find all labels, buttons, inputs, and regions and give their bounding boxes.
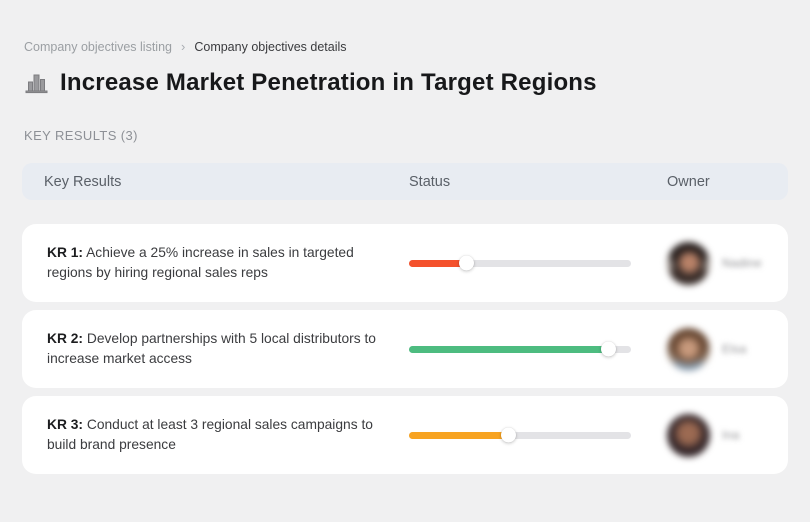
- kr3-description: KR 3: Conduct at least 3 regional sales …: [22, 415, 387, 455]
- kr2-progress-handle[interactable]: [601, 341, 617, 357]
- key-results-section-label: KEY RESULTS (3): [24, 128, 138, 143]
- kr3-progress-fill: [409, 431, 509, 439]
- kr1-label: KR 1:: [47, 245, 84, 260]
- table-header: Key Results Status Owner: [22, 163, 788, 200]
- kr2-status-cell: [409, 341, 667, 357]
- kr3-status-cell: [409, 427, 667, 443]
- kr1-text: Achieve a 25% increase in sales in targe…: [47, 245, 354, 280]
- column-header-owner: Owner: [667, 173, 710, 190]
- kr1-progress-fill: [409, 259, 467, 267]
- page-title: Increase Market Penetration in Target Re…: [60, 69, 597, 96]
- column-header-key-results: Key Results: [44, 173, 122, 190]
- kr2-label: KR 2:: [47, 331, 84, 346]
- kr3-progress-slider[interactable]: [409, 427, 631, 443]
- kr1-progress-slider[interactable]: [409, 255, 631, 271]
- table-row-kr3[interactable]: KR 3: Conduct at least 3 regional sales …: [22, 396, 788, 474]
- kr1-owner-cell: Nadine: [667, 241, 788, 285]
- kr2-text: Develop partnerships with 5 local distri…: [47, 331, 376, 366]
- breadcrumb-item-listing[interactable]: Company objectives listing: [24, 40, 172, 54]
- kr3-label: KR 3:: [47, 417, 84, 432]
- avatar: [667, 327, 710, 371]
- breadcrumb-item-details: Company objectives details: [194, 40, 347, 54]
- kr3-owner-cell: Ina: [667, 413, 788, 457]
- table-row-kr1[interactable]: KR 1: Achieve a 25% increase in sales in…: [22, 224, 788, 302]
- kr1-status-cell: [409, 255, 667, 271]
- kr2-progress-fill: [409, 345, 609, 353]
- kr3-owner-name: Ina: [722, 428, 740, 442]
- kr1-progress-handle[interactable]: [459, 255, 475, 271]
- avatar: [667, 413, 710, 457]
- table-row-kr2[interactable]: KR 2: Develop partnerships with 5 local …: [22, 310, 788, 388]
- key-results-list: KR 1: Achieve a 25% increase in sales in…: [22, 224, 788, 474]
- kr2-progress-slider[interactable]: [409, 341, 631, 357]
- chevron-right-icon: ›: [181, 38, 186, 54]
- breadcrumb: Company objectives listing › Company obj…: [22, 38, 788, 55]
- objective-title-row: Increase Market Penetration in Target Re…: [22, 69, 788, 97]
- avatar: [667, 241, 710, 285]
- column-header-status: Status: [409, 173, 451, 190]
- kr3-progress-handle[interactable]: [501, 427, 517, 443]
- kr1-description: KR 1: Achieve a 25% increase in sales in…: [22, 243, 387, 283]
- kr2-owner-cell: Elsa: [667, 327, 788, 371]
- buildings-icon: [24, 71, 50, 95]
- kr3-text: Conduct at least 3 regional sales campai…: [47, 417, 373, 452]
- kr2-description: KR 2: Develop partnerships with 5 local …: [22, 329, 387, 369]
- kr1-owner-name: Nadine: [722, 256, 762, 270]
- kr2-owner-name: Elsa: [722, 342, 747, 356]
